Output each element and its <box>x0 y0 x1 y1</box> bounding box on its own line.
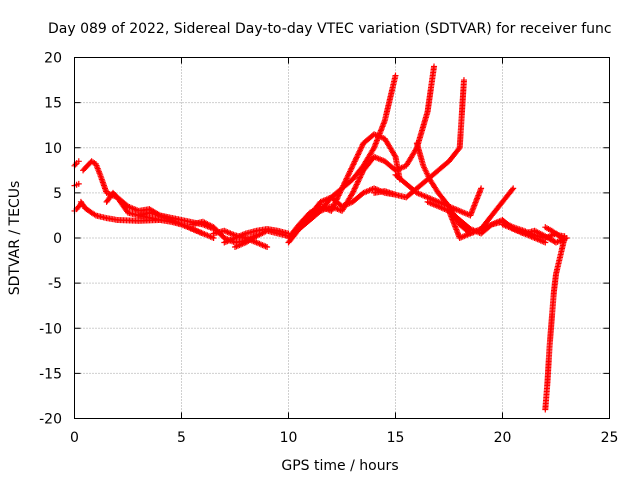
data-point-marker <box>72 161 79 168</box>
y-tick-labels: -20 -15 -10 -5 0 5 10 15 20 <box>39 51 62 428</box>
y-axis-title: SDTVAR / TECUs <box>7 181 23 296</box>
data-point-marker <box>75 158 82 165</box>
x-axis-title: GPS time / hours <box>281 458 398 474</box>
series-arc-6 <box>103 189 217 232</box>
data-point-marker <box>553 231 560 238</box>
x-tick-label: 25 <box>601 430 619 446</box>
data-points <box>71 63 570 413</box>
y-tick-label: 20 <box>44 51 62 67</box>
data-point-marker <box>509 186 516 193</box>
y-tick-label: -10 <box>39 321 62 337</box>
y-tick-label: -20 <box>39 412 62 428</box>
y-tick-label: 15 <box>44 96 62 112</box>
data-point-marker <box>478 185 485 192</box>
data-point-marker <box>455 145 462 152</box>
series-arc-7 <box>135 209 217 241</box>
data-point-marker <box>561 233 568 240</box>
data-point-marker <box>431 63 438 70</box>
series-arc-9 <box>210 227 271 251</box>
data-point-marker <box>392 72 399 79</box>
grid <box>74 57 610 419</box>
data-point-marker <box>460 77 467 84</box>
y-tick-label: -15 <box>39 366 62 382</box>
x-tick-label: 10 <box>280 430 298 446</box>
x-tick-label: 5 <box>177 430 186 446</box>
y-tick-label: 10 <box>44 141 62 157</box>
data-point-marker <box>391 152 398 159</box>
y-tick-label: -5 <box>48 276 62 292</box>
x-tick-label: 0 <box>70 430 79 446</box>
x-tick-labels: 0 5 10 15 20 25 <box>70 430 618 446</box>
data-point-marker <box>510 185 517 192</box>
series-arc-2 <box>71 180 82 189</box>
series-arc-1 <box>71 158 82 169</box>
series-arc-22 <box>542 235 568 413</box>
x-tick-label: 15 <box>387 430 405 446</box>
data-point-marker <box>370 146 377 153</box>
series-arc-14 <box>296 72 399 232</box>
y-tick-label: 0 <box>53 231 62 247</box>
series-arc-23 <box>542 224 568 240</box>
series-arc-15 <box>306 63 438 219</box>
y-tick-label: 5 <box>53 186 62 202</box>
plot-frame <box>74 57 610 419</box>
x-tick-label: 20 <box>494 430 512 446</box>
chart-title: Day 089 of 2022, Sidereal Day-to-day VTE… <box>48 21 612 37</box>
data-point-marker <box>75 180 82 187</box>
data-point-marker <box>264 244 271 251</box>
